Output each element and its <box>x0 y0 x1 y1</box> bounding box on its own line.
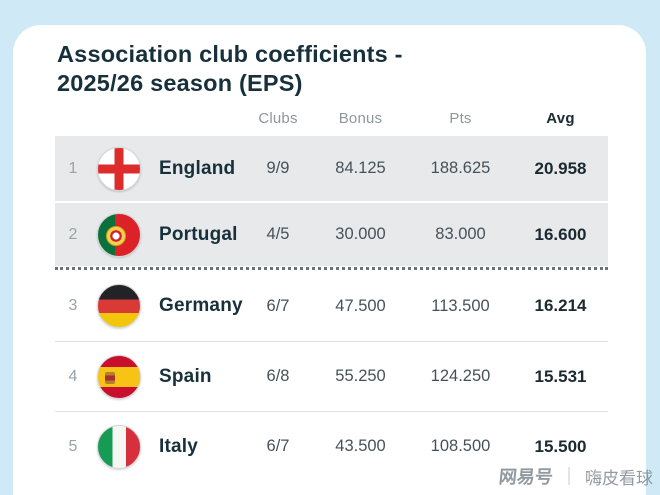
table-body: 1 England 9/9 84.125 188.625 20.958 2 Po… <box>55 136 608 481</box>
pts-value: 83.000 <box>435 225 486 243</box>
bonus-value: 30.000 <box>335 225 386 243</box>
spain-flag-icon <box>97 354 141 399</box>
table-row: 4 Spain 6/8 55.250 124.250 15.531 <box>55 341 608 411</box>
germany-flag-icon <box>97 284 141 328</box>
avg-value: 20.958 <box>534 158 587 178</box>
country-name: Italy <box>159 435 199 457</box>
flag-cell <box>91 424 147 469</box>
bonus-value: 55.250 <box>335 367 386 385</box>
watermark-account: 嗨皮看球 <box>585 468 653 489</box>
bonus-column-header: Bonus <box>338 110 383 127</box>
avg-value: 15.500 <box>534 436 587 456</box>
bonus-value: 47.500 <box>335 296 386 315</box>
country-name: England <box>159 157 236 179</box>
clubs-value: 4/5 <box>266 225 290 243</box>
qualification-cutoff-divider <box>55 267 608 270</box>
rank-label: 1 <box>68 159 78 177</box>
clubs-value: 6/7 <box>266 296 290 315</box>
flag-cell <box>91 212 147 257</box>
watermark-brand: 网易号 <box>497 467 554 488</box>
flag-cell <box>91 146 147 191</box>
table-row: 5 Italy 6/7 43.500 108.500 15.500 <box>55 411 608 481</box>
clubs-value: 9/9 <box>266 159 290 177</box>
england-flag-icon <box>97 146 141 191</box>
country-name: Portugal <box>159 223 238 245</box>
avg-value: 16.600 <box>534 224 587 244</box>
watermark: 网易号 ｜ 嗨皮看球 <box>497 463 653 489</box>
rank-label: 3 <box>68 297 78 314</box>
avg-value: 15.531 <box>534 366 587 386</box>
avg-column-header: Avg <box>546 110 575 127</box>
table-row: 2 Portugal 4/5 30.000 83.000 16.600 <box>55 201 608 266</box>
pts-value: 113.500 <box>431 296 490 315</box>
flag-cell <box>91 354 147 399</box>
clubs-value: 6/8 <box>266 367 290 385</box>
page-title-line1: Association club coefficients - <box>57 41 403 67</box>
pts-value: 188.625 <box>430 159 491 177</box>
portugal-flag-icon <box>97 212 141 257</box>
table-row: 1 England 9/9 84.125 188.625 20.958 <box>55 136 608 201</box>
page-title-line2: 2025/26 season (EPS) <box>57 70 303 97</box>
clubs-column-header: Clubs <box>258 110 298 127</box>
country-name: Spain <box>159 365 212 387</box>
table-row: 3 Germany 6/7 47.500 113.500 16.214 <box>55 271 608 341</box>
pts-column-header: Pts <box>449 110 472 127</box>
avg-value: 16.214 <box>534 296 587 315</box>
watermark-divider: ｜ <box>560 467 578 488</box>
bonus-value: 84.125 <box>335 159 386 177</box>
clubs-value: 6/7 <box>266 437 290 455</box>
page-title: Association club coefficients - 2025/26 … <box>57 40 626 99</box>
country-name: Germany <box>159 295 243 316</box>
rank-label: 2 <box>68 225 78 243</box>
pts-value: 124.250 <box>430 367 491 385</box>
coefficients-card: Association club coefficients - 2025/26 … <box>13 25 646 495</box>
table-header-row: Clubs Bonus Pts Avg <box>55 110 608 136</box>
rank-label: 5 <box>68 437 78 455</box>
rank-label: 4 <box>68 367 78 385</box>
pts-value: 108.500 <box>430 437 491 455</box>
italy-flag-icon <box>97 424 141 469</box>
bonus-value: 43.500 <box>335 437 386 455</box>
coefficients-table: Clubs Bonus Pts Avg 1 England 9/9 84.125… <box>55 110 608 481</box>
flag-cell <box>91 284 147 328</box>
